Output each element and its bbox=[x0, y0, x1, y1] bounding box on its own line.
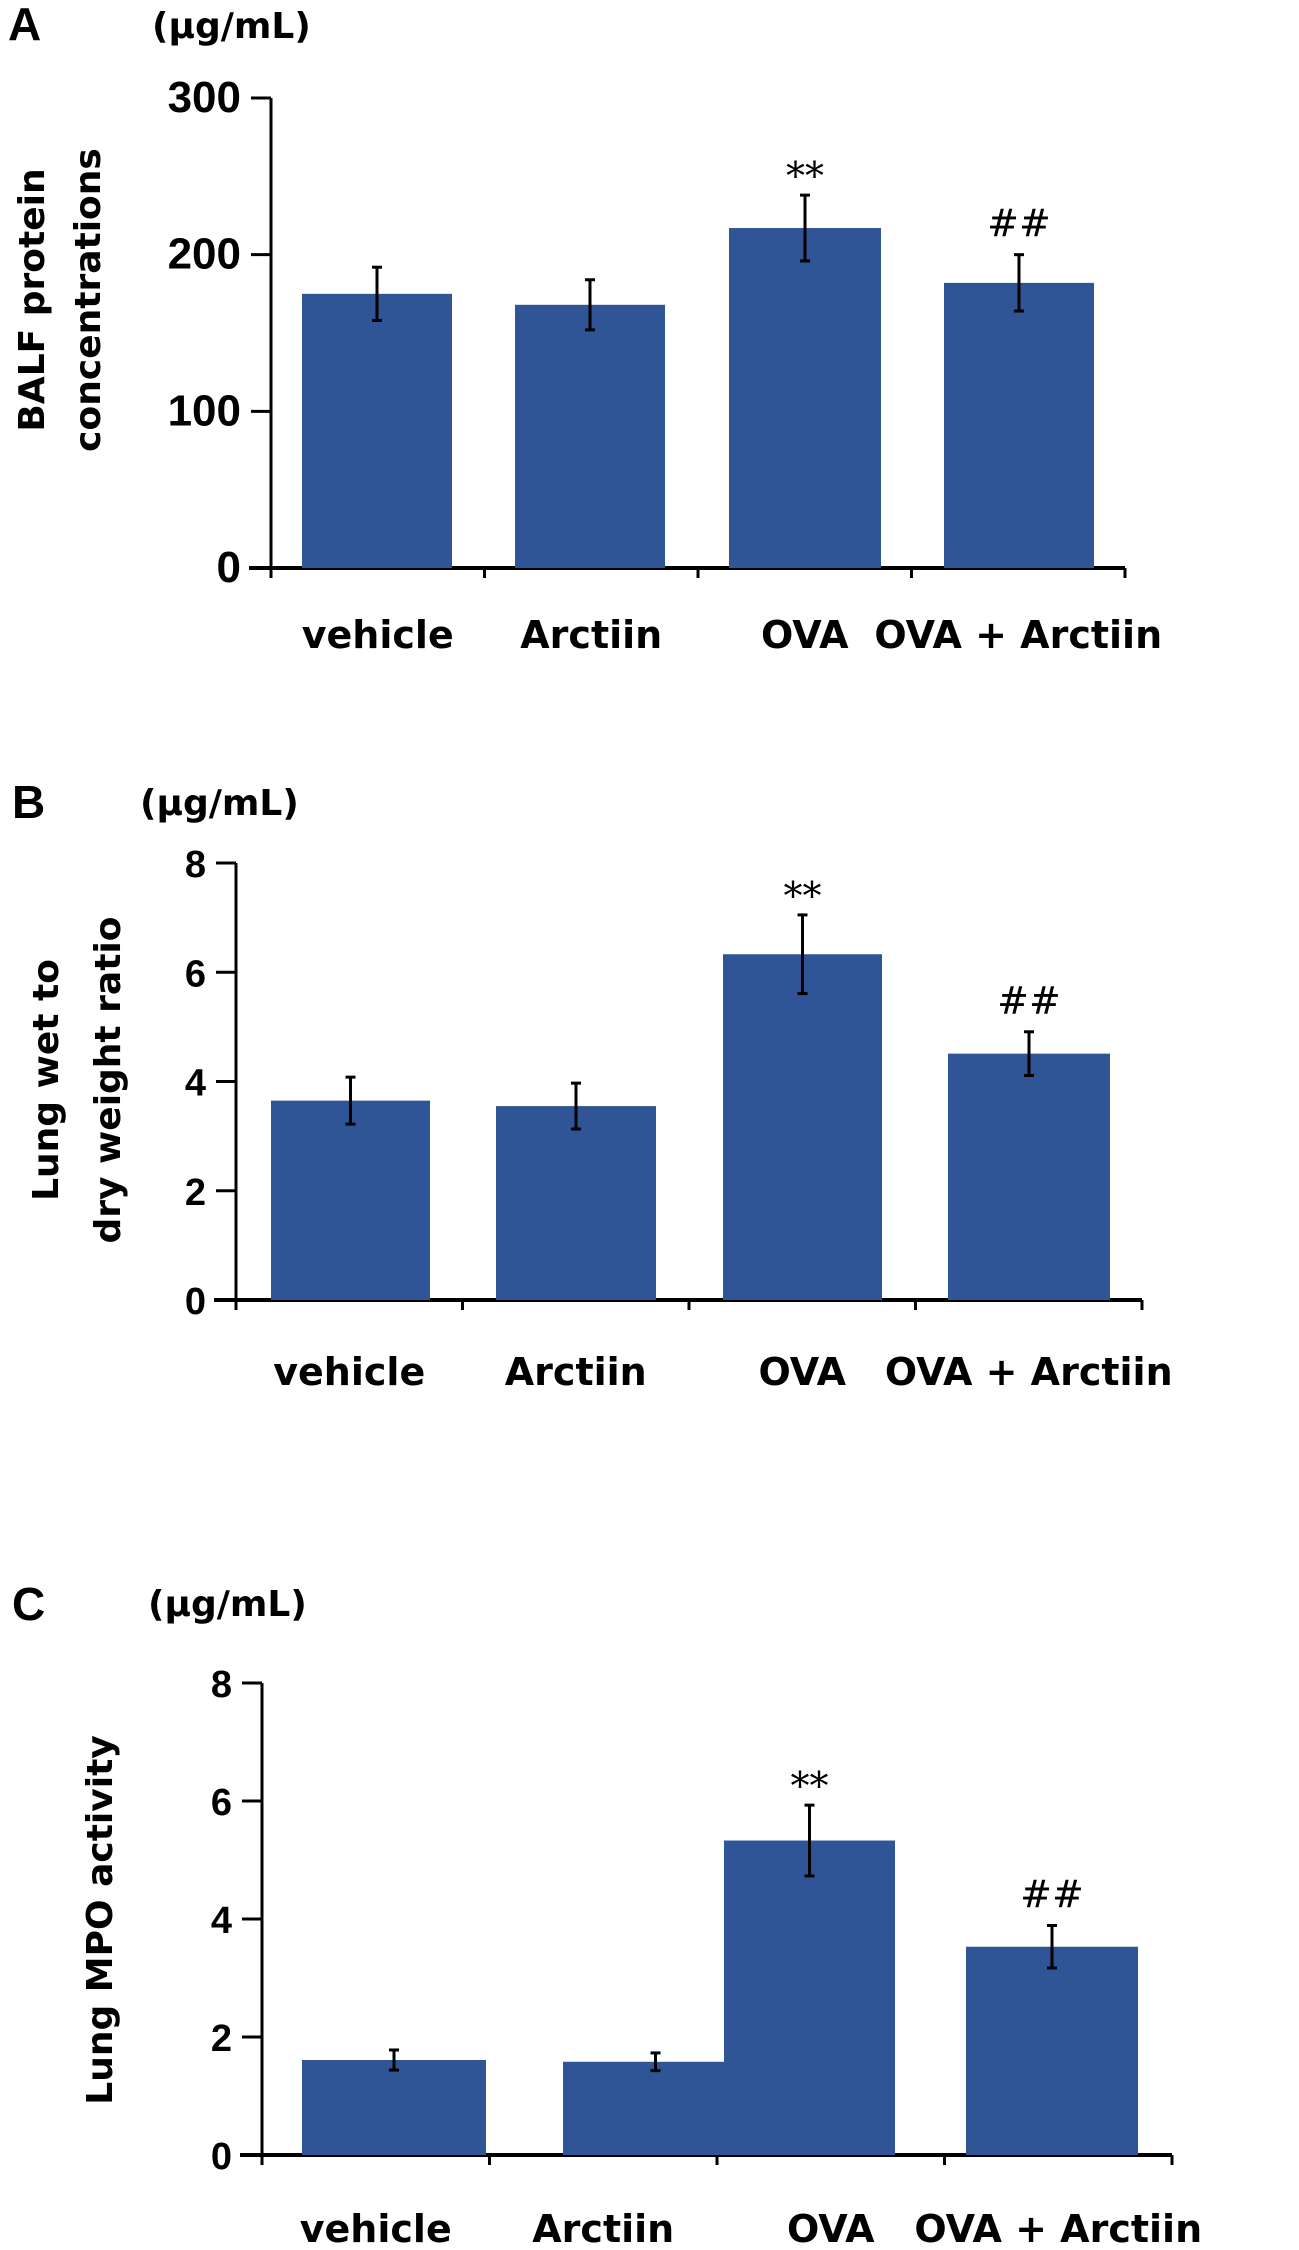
panel-b-y-tick-label: 8 bbox=[185, 844, 206, 886]
panel-b-significance-stars: ** bbox=[784, 874, 822, 918]
panel-b-y-axis-label-line: Lung wet to bbox=[26, 959, 67, 1201]
panel-c-category-label: Arctiin bbox=[532, 2207, 674, 2250]
panel-b-y-tick-label: 6 bbox=[185, 953, 206, 995]
panel-a-y-tick-label: 100 bbox=[168, 386, 241, 435]
panel-b-category-label: Arctiin bbox=[505, 1350, 647, 1394]
panel-a-unit-label: (µg/mL) bbox=[152, 6, 311, 47]
panel-c-y-tick-label: 6 bbox=[211, 1782, 232, 1824]
panel-a-y-tick-label: 200 bbox=[168, 230, 241, 279]
panel-a-bar bbox=[729, 228, 881, 569]
panel-b-y-axis-label-line: dry weight ratio bbox=[88, 916, 129, 1243]
panel-c-category-label: OVA bbox=[787, 2207, 875, 2250]
panel-c-unit-label: (µg/mL) bbox=[148, 1584, 307, 1625]
panel-b-y-tick-label: 0 bbox=[185, 1281, 206, 1323]
panel-a-category-label: Arctiin bbox=[520, 613, 662, 657]
panel-b-bar bbox=[496, 1106, 656, 1300]
panel-a-significance-hashes: ## bbox=[987, 202, 1051, 246]
panel-a-y-tick-label: 300 bbox=[168, 73, 241, 122]
panel-b-bar bbox=[271, 1100, 430, 1300]
panel-c-category-label: vehicle bbox=[300, 2207, 452, 2250]
panel-b-category-label: OVA + Arctiin bbox=[885, 1350, 1173, 1394]
panel-c-bar bbox=[966, 1946, 1138, 2155]
panel-a-y-axis-label-line: BALF protein bbox=[12, 168, 53, 431]
panel-c-y-tick-label: 2 bbox=[211, 2018, 232, 2060]
panel-c-category-label: OVA + Arctiin bbox=[914, 2207, 1202, 2250]
panel-c-bar bbox=[302, 2060, 486, 2155]
panel-c-y-tick-label: 4 bbox=[211, 1900, 232, 1942]
panel-a-category-label: OVA bbox=[761, 613, 849, 657]
panel-c-significance-stars: ** bbox=[791, 1764, 829, 1808]
panel-c-bar bbox=[563, 2061, 748, 2155]
panel-b-y-tick-label: 2 bbox=[185, 1172, 206, 1214]
panel-b-category-label: OVA bbox=[758, 1350, 846, 1394]
panel-a-letter: A bbox=[8, 0, 41, 50]
panel-b-bar bbox=[948, 1053, 1110, 1300]
panel-c-y-tick-label: 0 bbox=[211, 2136, 232, 2178]
panel-a-significance-stars: ** bbox=[786, 154, 824, 198]
panel-a-y-axis-label-line: concentrations bbox=[68, 148, 109, 452]
panel-a-y-tick-label: 0 bbox=[217, 543, 241, 592]
panel-a-category-label: vehicle bbox=[302, 613, 454, 657]
panel-b-y-tick-label: 4 bbox=[185, 1063, 206, 1105]
panel-a-bar bbox=[944, 282, 1094, 568]
panel-c-letter: C bbox=[12, 1578, 45, 1630]
panel-a-category-label: OVA + Arctiin bbox=[874, 613, 1162, 657]
panel-c-y-tick-label: 8 bbox=[211, 1664, 232, 1706]
panel-c-bar bbox=[724, 1840, 895, 2155]
panel-a-bar bbox=[302, 293, 452, 568]
panel-b-unit-label: (µg/mL) bbox=[140, 783, 299, 824]
panel-b-letter: B bbox=[12, 776, 45, 828]
panel-b-category-label: vehicle bbox=[273, 1350, 425, 1394]
panel-b-significance-hashes: ## bbox=[997, 979, 1061, 1023]
panel-c-y-axis-label-line: Lung MPO activity bbox=[80, 1735, 121, 2105]
panel-b-bar bbox=[723, 954, 882, 1300]
panel-c-significance-hashes: ## bbox=[1020, 1872, 1084, 1916]
panel-a-bar bbox=[515, 304, 665, 568]
